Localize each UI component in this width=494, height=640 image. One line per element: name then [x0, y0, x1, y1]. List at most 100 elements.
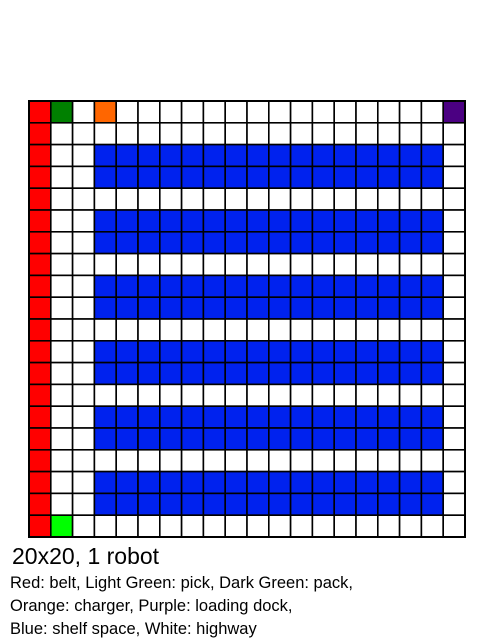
grid-frame — [28, 100, 466, 538]
cell-highway — [398, 318, 423, 342]
cell-highway — [268, 252, 292, 277]
legend-line-3: Blue: shelf space, White: highway — [10, 620, 257, 638]
cell-highway — [268, 318, 292, 342]
cell-shelf — [202, 492, 226, 516]
cell-highway — [71, 187, 96, 211]
cell-highway — [202, 383, 226, 407]
cell-highway — [311, 121, 335, 146]
cell-shelf — [246, 274, 270, 298]
cell-highway — [224, 448, 248, 473]
cell-highway — [398, 121, 423, 146]
cell-shelf — [398, 165, 423, 190]
cell-shelf — [202, 470, 226, 495]
cell-shelf — [202, 405, 226, 429]
cell-shelf — [159, 470, 183, 495]
cell-highway — [355, 514, 379, 538]
cell-belt — [28, 209, 52, 233]
cell-belt — [28, 361, 52, 386]
cell-highway — [355, 187, 379, 211]
cell-highway — [246, 121, 270, 146]
cell-highway — [49, 165, 74, 190]
cell-shelf — [115, 209, 139, 233]
cell-highway — [442, 340, 466, 364]
cell-shelf — [420, 165, 444, 190]
cell-shelf — [420, 209, 444, 233]
cell-highway — [93, 448, 118, 473]
cell-highway — [420, 318, 444, 342]
cell-highway — [246, 448, 270, 473]
cell-shelf — [289, 296, 314, 320]
cell-shelf — [202, 274, 226, 298]
cell-highway — [180, 318, 205, 342]
cell-highway — [246, 187, 270, 211]
cell-shelf — [311, 209, 335, 233]
cell-shelf — [159, 274, 183, 298]
cell-highway — [202, 121, 226, 146]
cell-shelf — [202, 231, 226, 255]
cell-highway — [246, 100, 270, 124]
cell-highway — [398, 187, 423, 211]
cell-belt — [28, 143, 52, 168]
cell-highway — [202, 448, 226, 473]
cell-shelf — [311, 296, 335, 320]
cell-shelf — [268, 492, 292, 516]
cell-shelf — [246, 492, 270, 516]
cell-shelf — [311, 405, 335, 429]
cell-shelf — [311, 274, 335, 298]
cell-shelf — [202, 165, 226, 190]
cell-highway — [115, 383, 139, 407]
cell-highway — [442, 231, 466, 255]
cell-shelf — [376, 405, 401, 429]
cell-highway — [115, 252, 139, 277]
cell-highway — [71, 383, 96, 407]
cell-highway — [376, 100, 401, 124]
cell-shelf — [311, 427, 335, 451]
cell-highway — [311, 100, 335, 124]
cell-shelf — [289, 231, 314, 255]
cell-highway — [137, 514, 161, 538]
cell-shelf — [398, 470, 423, 495]
cell-shelf — [333, 492, 357, 516]
cell-highway — [442, 492, 466, 516]
cell-highway — [49, 187, 74, 211]
cell-highway — [159, 514, 183, 538]
cell-highway — [180, 383, 205, 407]
cell-highway — [115, 318, 139, 342]
cell-shelf — [202, 143, 226, 168]
cell-highway — [246, 252, 270, 277]
cell-shelf — [333, 427, 357, 451]
cell-highway — [289, 100, 314, 124]
cell-highway — [71, 296, 96, 320]
cell-shelf — [159, 165, 183, 190]
cell-highway — [93, 187, 118, 211]
cell-highway — [398, 448, 423, 473]
cell-highway — [71, 274, 96, 298]
cell-highway — [376, 383, 401, 407]
cell-highway — [420, 100, 444, 124]
cell-highway — [115, 100, 139, 124]
cell-highway — [224, 252, 248, 277]
cell-highway — [442, 427, 466, 451]
cell-shelf — [224, 492, 248, 516]
cell-shelf — [115, 470, 139, 495]
cell-highway — [311, 514, 335, 538]
cell-shelf — [137, 231, 161, 255]
cell-highway — [71, 448, 96, 473]
cell-highway — [180, 252, 205, 277]
cell-shelf — [333, 296, 357, 320]
cell-shelf — [224, 143, 248, 168]
cell-highway — [246, 383, 270, 407]
cell-shelf — [159, 209, 183, 233]
cell-shelf — [376, 427, 401, 451]
cell-shelf — [333, 405, 357, 429]
cell-highway — [246, 318, 270, 342]
cell-highway — [289, 383, 314, 407]
cell-belt — [28, 514, 52, 538]
cell-highway — [93, 383, 118, 407]
cell-belt — [28, 274, 52, 298]
cell-shelf — [289, 470, 314, 495]
cell-highway — [137, 448, 161, 473]
cell-shelf — [137, 470, 161, 495]
cell-highway — [49, 231, 74, 255]
cell-highway — [311, 252, 335, 277]
